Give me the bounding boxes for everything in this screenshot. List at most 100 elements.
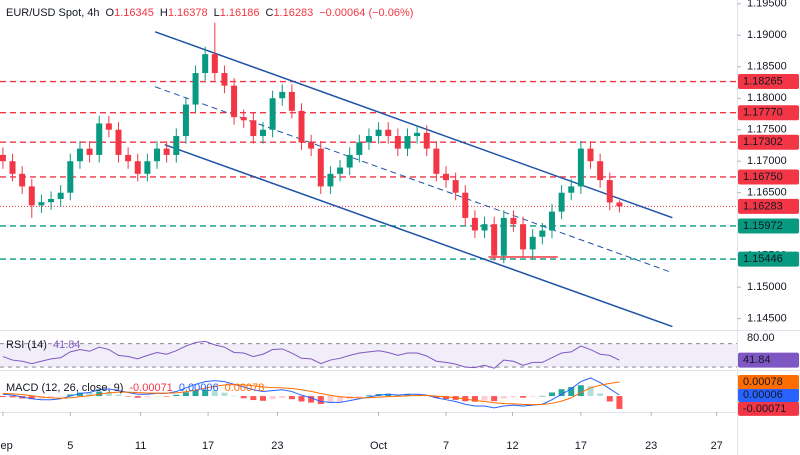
y-tick-label: 1.18500 bbox=[747, 61, 787, 73]
y-tick-label: 1.16500 bbox=[747, 187, 787, 199]
candle-body bbox=[394, 136, 401, 149]
macd-histogram-bar bbox=[385, 393, 392, 397]
rsi-tick-label: 80.00 bbox=[747, 332, 775, 344]
candle-body bbox=[539, 230, 546, 237]
candle-body bbox=[173, 136, 180, 155]
x-tick-label: 5 bbox=[67, 440, 73, 452]
price-tag-label: 1.15446 bbox=[743, 253, 783, 265]
macd-histogram-bar bbox=[154, 396, 161, 397]
price-tag bbox=[738, 251, 799, 267]
macd-histogram-bar bbox=[67, 394, 74, 397]
macd-histogram-bar bbox=[404, 394, 411, 397]
candle-body bbox=[9, 161, 16, 174]
macd-histogram-bar bbox=[558, 389, 565, 397]
macd-histogram-bar bbox=[250, 396, 257, 401]
macd-histogram-bar bbox=[240, 396, 247, 399]
x-tick-label: 23 bbox=[645, 440, 657, 452]
signal-tag bbox=[738, 374, 799, 389]
x-tick-label: 23 bbox=[271, 440, 283, 452]
candle-body bbox=[144, 161, 151, 174]
y-tick-label: 1.14500 bbox=[747, 313, 787, 325]
macd-histogram-bar bbox=[520, 396, 527, 398]
price-tag-label: 1.18265 bbox=[743, 75, 783, 87]
macd-histogram-bar bbox=[115, 394, 122, 397]
macd-histogram-bar bbox=[57, 396, 64, 397]
candle-body bbox=[308, 142, 315, 149]
macd-histogram-bar bbox=[356, 396, 363, 397]
x-tick-label: Oct bbox=[370, 440, 387, 452]
macd-histogram-bar bbox=[105, 392, 112, 397]
price-tag bbox=[738, 134, 799, 150]
candle-body bbox=[240, 117, 247, 121]
candle-body bbox=[452, 180, 459, 193]
macd-histogram-bar bbox=[144, 396, 151, 398]
histogram-tag-label: -0.00071 bbox=[743, 403, 786, 415]
candle-body bbox=[211, 54, 218, 74]
macd-legend: MACD (12, 26, close, 9) -0.00071 0.00006 0.… bbox=[6, 382, 264, 394]
y-tick-label: 1.18000 bbox=[747, 92, 787, 104]
candle-body bbox=[76, 148, 83, 162]
macd-histogram-bar bbox=[231, 395, 238, 397]
price-tag-label: 1.16283 bbox=[743, 200, 783, 212]
ohlc-key: O bbox=[106, 7, 115, 19]
candle-body bbox=[414, 132, 421, 137]
candle-body bbox=[221, 73, 228, 86]
candle-body bbox=[67, 161, 74, 193]
symbol: EUR/USD Spot, 4h bbox=[6, 7, 100, 19]
candle-body bbox=[28, 186, 35, 206]
candle-body bbox=[250, 120, 257, 137]
candle-body bbox=[462, 192, 469, 218]
candle-body bbox=[568, 186, 575, 193]
x-tick-label: 27 bbox=[711, 440, 723, 452]
macd-histogram-bar bbox=[337, 396, 344, 402]
ohlc-key: L bbox=[214, 7, 220, 19]
candle-body bbox=[38, 202, 45, 206]
candle-body bbox=[182, 104, 189, 137]
candle-body bbox=[548, 211, 555, 231]
price-tag bbox=[738, 105, 799, 121]
macd-histogram-bar bbox=[192, 390, 199, 397]
macd-tag bbox=[738, 387, 799, 402]
macd-histogram-bar bbox=[76, 392, 83, 397]
candle-body bbox=[19, 173, 26, 187]
candle-body bbox=[288, 91, 295, 111]
candle-body bbox=[231, 85, 238, 118]
candle-body bbox=[433, 148, 440, 174]
macd-histogram-bar bbox=[317, 396, 324, 405]
candle-body bbox=[471, 217, 478, 231]
macd-histogram-bar bbox=[202, 389, 209, 397]
candle-body bbox=[346, 154, 353, 168]
candle-body bbox=[606, 180, 613, 203]
price-tag-label: 1.15972 bbox=[743, 220, 783, 232]
candle-body bbox=[0, 154, 6, 162]
candle-body bbox=[375, 129, 382, 137]
candle-body bbox=[105, 123, 112, 130]
ohlc-value: 1.16378 bbox=[168, 7, 208, 19]
signal-line bbox=[2, 381, 620, 406]
x-tick-label: 17 bbox=[575, 440, 587, 452]
price-tag bbox=[738, 218, 799, 234]
macd-histogram-bar bbox=[288, 396, 295, 400]
candle-body bbox=[385, 129, 392, 137]
y-tick-label: 1.17000 bbox=[747, 155, 787, 167]
macd-histogram-bar bbox=[221, 392, 228, 397]
candle-body bbox=[404, 136, 411, 149]
candle-body bbox=[327, 173, 334, 187]
macd-histogram-bar bbox=[606, 396, 613, 402]
trendline bbox=[154, 31, 673, 219]
macd-line bbox=[2, 377, 620, 409]
y-tick-label: 1.17500 bbox=[747, 124, 787, 136]
macd-histogram-bar bbox=[308, 396, 315, 403]
macd-histogram-bar bbox=[125, 396, 132, 397]
macd-tag-label: 0.00006 bbox=[743, 389, 783, 401]
candle-body bbox=[356, 142, 363, 155]
rsi-legend: RSI (14) 41.84 bbox=[6, 339, 81, 351]
macd-histogram-bar bbox=[211, 390, 218, 397]
macd-histogram-bar bbox=[471, 396, 478, 402]
ohlc-value: 1.16186 bbox=[220, 7, 260, 19]
price-tag-label: 1.17770 bbox=[743, 107, 783, 119]
macd-histogram-bar bbox=[616, 396, 623, 409]
candle-body bbox=[134, 161, 141, 174]
macd-histogram-bar bbox=[577, 385, 584, 397]
rsi-tag bbox=[738, 352, 799, 368]
